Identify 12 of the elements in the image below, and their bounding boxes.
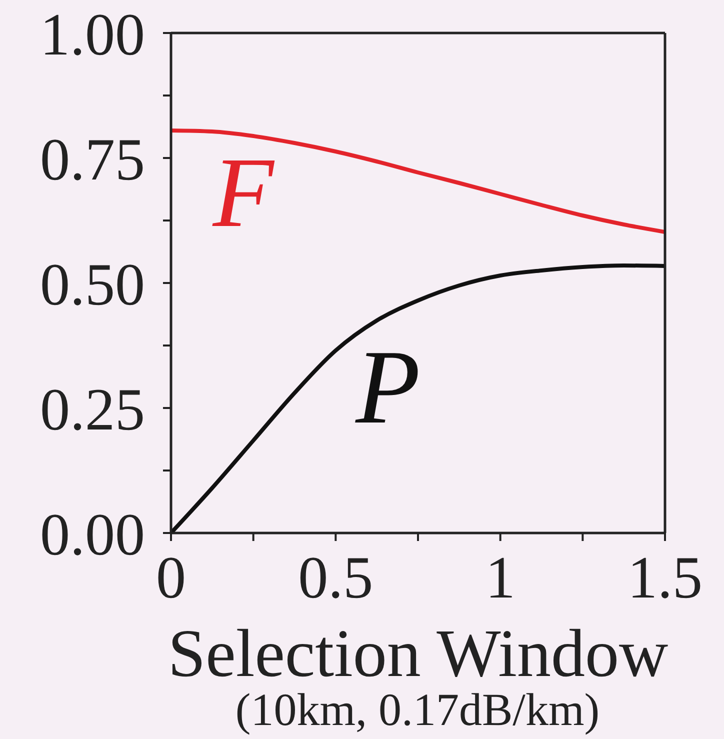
- x-tick-label: 0: [156, 544, 186, 611]
- x-tick-label: 0.5: [298, 544, 374, 611]
- x-tick-label: 1: [485, 544, 516, 611]
- line-series: [171, 128, 665, 234]
- x-tick-label: 1.5: [628, 544, 702, 611]
- y-tick-label: 0.75: [40, 126, 145, 192]
- y-tick-label: 0.25: [40, 376, 145, 442]
- y-tick-label: 0.50: [40, 251, 145, 318]
- y-tick-label: 0.00: [40, 501, 145, 568]
- series-label: P: [354, 328, 420, 446]
- y-tick-label: 1.00: [40, 1, 145, 68]
- series-label: F: [212, 137, 275, 248]
